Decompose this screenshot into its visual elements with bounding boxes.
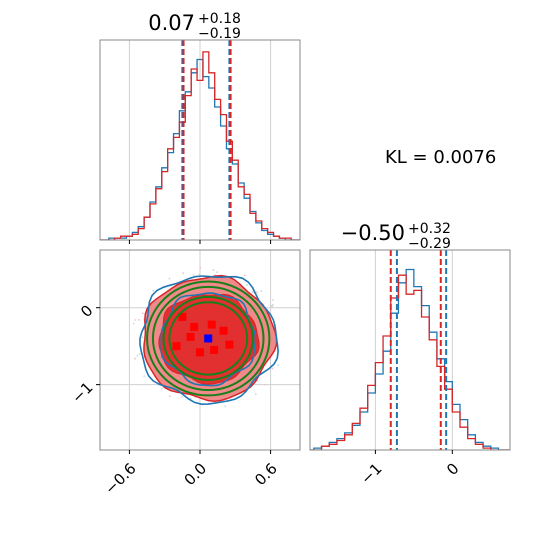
scatter-point: [271, 299, 274, 301]
top-hist-title-lower: −0.19: [198, 26, 241, 42]
scatter-point: [143, 375, 146, 378]
scatter-point: [216, 271, 219, 274]
right-hist-series-blue: [310, 268, 510, 450]
red-marker: [178, 312, 187, 321]
right-hist-title-upper: +0.32: [408, 221, 451, 237]
contour-panel: [100, 250, 300, 450]
scatter-point: [256, 291, 258, 293]
scatter-point: [224, 405, 227, 408]
red-marker: [207, 320, 216, 329]
scatter-point: [212, 269, 215, 271]
red-marker: [225, 340, 234, 349]
contour-ytick-label: −1: [68, 378, 96, 406]
scatter-point: [199, 266, 202, 269]
scatter-point: [160, 387, 163, 390]
scatter-point: [260, 290, 263, 292]
scatter-point: [271, 305, 274, 308]
right-hist-xtick-label: −1: [357, 460, 385, 488]
red-marker: [190, 322, 199, 331]
right-hist-series-red: [310, 274, 510, 450]
scatter-point: [271, 367, 274, 370]
scatter-point: [168, 395, 171, 397]
contour-green: [151, 285, 265, 392]
scatter-point: [168, 277, 171, 280]
scatter-point: [141, 336, 144, 339]
scatter-point: [254, 393, 257, 395]
scatter-point: [182, 272, 185, 275]
scatter-point: [189, 397, 192, 400]
contour-xtick-label: 0.6: [251, 460, 281, 490]
scatter-point: [181, 396, 183, 398]
contour-xtick-label: 0.0: [181, 460, 211, 490]
red-marker: [219, 326, 228, 335]
top-hist-title-upper: +0.18: [198, 11, 241, 27]
right-hist-title: −0.50 +0.32−0.29: [341, 221, 451, 252]
kl-annotation: KL = 0.0076: [385, 147, 497, 168]
red-marker: [186, 332, 195, 341]
contour-xtick-label: −0.6: [101, 460, 139, 498]
scatter-point: [141, 312, 144, 315]
top-hist-title: 0.07 +0.18−0.19: [148, 11, 241, 42]
scatter-point: [136, 354, 139, 357]
scatter-point: [272, 303, 274, 306]
red-marker: [172, 342, 181, 351]
scatter-point: [243, 274, 246, 277]
right-hist-title-lower: −0.29: [408, 236, 451, 252]
scatter-point: [138, 319, 140, 321]
right-hist-frame: [309, 249, 511, 451]
contour-ytick-label: 0: [77, 302, 96, 321]
scatter-point: [263, 383, 266, 386]
contour-blue: [139, 275, 279, 406]
scatter-point: [198, 273, 201, 276]
scatter-point: [246, 284, 249, 287]
contour-green: [168, 301, 249, 376]
contour-green: [146, 280, 271, 397]
right-hist-xtick-label: 0: [443, 460, 462, 479]
scatter-point: [152, 289, 155, 292]
scatter-point: [132, 322, 135, 325]
scatter-point: [277, 364, 280, 367]
scatter-point: [134, 357, 136, 360]
contour-blue: [160, 292, 257, 387]
top-hist-title-value: 0.07: [148, 11, 195, 35]
contour-green: [162, 295, 254, 382]
red-marker: [196, 348, 204, 357]
scatter-point: [192, 273, 195, 276]
blue-marker: [204, 334, 213, 343]
top-hist-series-red: [100, 51, 300, 240]
right-hist-title-value: −0.50: [341, 221, 405, 245]
scatter-point: [134, 319, 137, 321]
scatter-point: [251, 291, 254, 294]
scatter-point: [138, 353, 141, 355]
red-marker: [210, 346, 219, 354]
